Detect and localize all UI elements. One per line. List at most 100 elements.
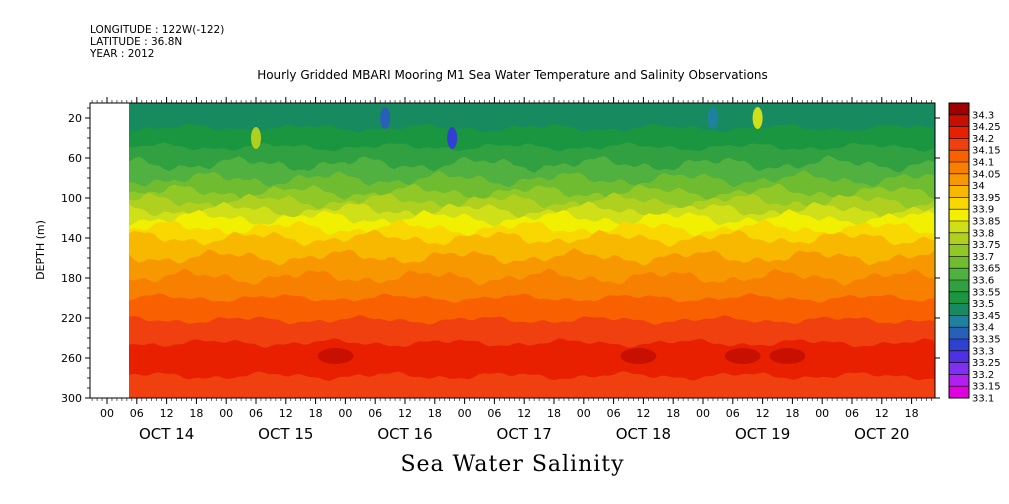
colorbar-label: 33.8 bbox=[972, 228, 994, 239]
colorbar-swatch bbox=[949, 280, 969, 293]
colorbar-label: 33.75 bbox=[972, 240, 1001, 251]
colorbar-swatch bbox=[949, 339, 969, 352]
x-day-label: OCT 16 bbox=[377, 425, 432, 443]
x-hour-label: 12 bbox=[279, 407, 293, 420]
x-hour-label: 00 bbox=[696, 407, 710, 420]
colorbar-swatch bbox=[949, 126, 969, 139]
year-label: YEAR : 2012 bbox=[90, 48, 155, 60]
colorbar-swatch bbox=[949, 268, 969, 281]
x-hour-label: 18 bbox=[428, 407, 442, 420]
salinity-feature bbox=[769, 348, 806, 364]
latitude-label: LATITUDE : 36.8N bbox=[90, 36, 183, 48]
colorbar-swatch bbox=[949, 291, 969, 304]
salinity-feature bbox=[620, 348, 657, 364]
colorbar-label: 34.2 bbox=[972, 134, 994, 145]
salinity-feature bbox=[447, 127, 458, 149]
y-tick-label: 300 bbox=[61, 392, 82, 405]
colorbar-label: 33.5 bbox=[972, 299, 994, 310]
x-day-label: OCT 15 bbox=[258, 425, 313, 443]
colorbar-swatch bbox=[949, 327, 969, 340]
colorbar-label: 34.25 bbox=[972, 122, 1001, 133]
salinity-feature bbox=[317, 348, 354, 364]
x-day-label: OCT 14 bbox=[139, 425, 194, 443]
x-day-label: OCT 20 bbox=[854, 425, 909, 443]
colorbar-label: 33.15 bbox=[972, 382, 1001, 393]
salinity-feature bbox=[251, 127, 261, 149]
x-hour-label: 06 bbox=[607, 407, 621, 420]
colorbar-swatch bbox=[949, 350, 969, 363]
x-hour-label: 00 bbox=[100, 407, 114, 420]
colorbar-swatch bbox=[949, 197, 969, 210]
x-hour-label: 12 bbox=[517, 407, 531, 420]
colorbar-swatch bbox=[949, 244, 969, 257]
colorbar-label: 33.7 bbox=[972, 252, 994, 263]
colorbar-label: 33.95 bbox=[972, 193, 1001, 204]
x-hour-label: 06 bbox=[487, 407, 501, 420]
colorbar-swatch bbox=[949, 374, 969, 387]
x-hour-label: 00 bbox=[219, 407, 233, 420]
salinity-features bbox=[251, 107, 806, 364]
colorbar-label: 33.55 bbox=[972, 287, 1001, 298]
colorbar-swatch bbox=[949, 256, 969, 269]
x-hour-label: 06 bbox=[368, 407, 382, 420]
colorbar-swatch bbox=[949, 173, 969, 186]
salinity-field bbox=[129, 103, 935, 398]
longitude-label: LONGITUDE : 122W(-122) bbox=[90, 24, 225, 36]
colorbar-label: 33.3 bbox=[972, 346, 994, 357]
axes: 20 60 100 140 180 220 260 300 00 06 12 18 00 06 12 18 00… bbox=[61, 97, 940, 443]
x-hour-label: 12 bbox=[398, 407, 412, 420]
colorbar-swatch bbox=[949, 162, 969, 175]
colorbar-swatch bbox=[949, 232, 969, 245]
y-tick-label: 140 bbox=[61, 232, 82, 245]
colorbar-label: 34 bbox=[972, 181, 985, 192]
y-tick-label: 180 bbox=[61, 272, 82, 285]
colorbar-swatch bbox=[949, 303, 969, 316]
salinity-feature bbox=[380, 107, 391, 129]
salinity-feature bbox=[707, 107, 718, 129]
x-hour-label: 18 bbox=[309, 407, 323, 420]
colorbar-label: 34.1 bbox=[972, 158, 994, 169]
x-hour-label: 00 bbox=[577, 407, 591, 420]
colorbar-swatch bbox=[949, 209, 969, 222]
colorbar-label: 33.65 bbox=[972, 264, 1001, 275]
y-tick-label: 260 bbox=[61, 352, 82, 365]
chart-title: Hourly Gridded MBARI Mooring M1 Sea Wate… bbox=[257, 68, 768, 82]
y-tick-label: 20 bbox=[68, 112, 82, 125]
colorbar-label: 33.45 bbox=[972, 311, 1001, 322]
x-hour-label: 12 bbox=[636, 407, 650, 420]
x-day-label: OCT 17 bbox=[497, 425, 552, 443]
salinity-feature bbox=[724, 348, 761, 364]
x-day-label: OCT 19 bbox=[735, 425, 790, 443]
x-hour-label: 18 bbox=[666, 407, 680, 420]
colorbar-swatch bbox=[949, 362, 969, 375]
colorbar-label: 34.3 bbox=[972, 110, 994, 121]
colorbar-label: 33.25 bbox=[972, 358, 1001, 369]
plot-frame bbox=[89, 102, 936, 399]
colorbar: 33.133.1533.233.2533.333.3533.433.4533.5… bbox=[948, 102, 1001, 405]
colorbar-swatch bbox=[949, 386, 969, 399]
x-hour-label: 00 bbox=[338, 407, 352, 420]
x-hour-label: 18 bbox=[547, 407, 561, 420]
salinity-feature bbox=[752, 107, 763, 129]
colorbar-swatch bbox=[949, 114, 969, 127]
x-hour-label: 18 bbox=[189, 407, 203, 420]
colorbar-label: 33.4 bbox=[972, 323, 994, 334]
variable-title: Sea Water Salinity bbox=[400, 452, 625, 477]
colorbar-swatch bbox=[949, 185, 969, 198]
colorbar-label: 33.85 bbox=[972, 217, 1001, 228]
x-hour-label: 12 bbox=[756, 407, 770, 420]
x-hour-label: 06 bbox=[249, 407, 263, 420]
plot-metadata: LONGITUDE : 122W(-122) LATITUDE : 36.8N … bbox=[90, 24, 224, 60]
x-hour-label: 06 bbox=[845, 407, 859, 420]
colorbar-swatch bbox=[949, 103, 969, 116]
colorbar-label: 33.6 bbox=[972, 276, 994, 287]
x-hour-label: 18 bbox=[785, 407, 799, 420]
salinity-band-deep bbox=[129, 371, 935, 398]
colorbar-label: 34.15 bbox=[972, 146, 1001, 157]
x-hour-label: 12 bbox=[875, 407, 889, 420]
colorbar-label: 33.2 bbox=[972, 370, 994, 381]
x-hour-label: 18 bbox=[905, 407, 919, 420]
x-hour-label: 12 bbox=[160, 407, 174, 420]
colorbar-swatch bbox=[949, 221, 969, 234]
